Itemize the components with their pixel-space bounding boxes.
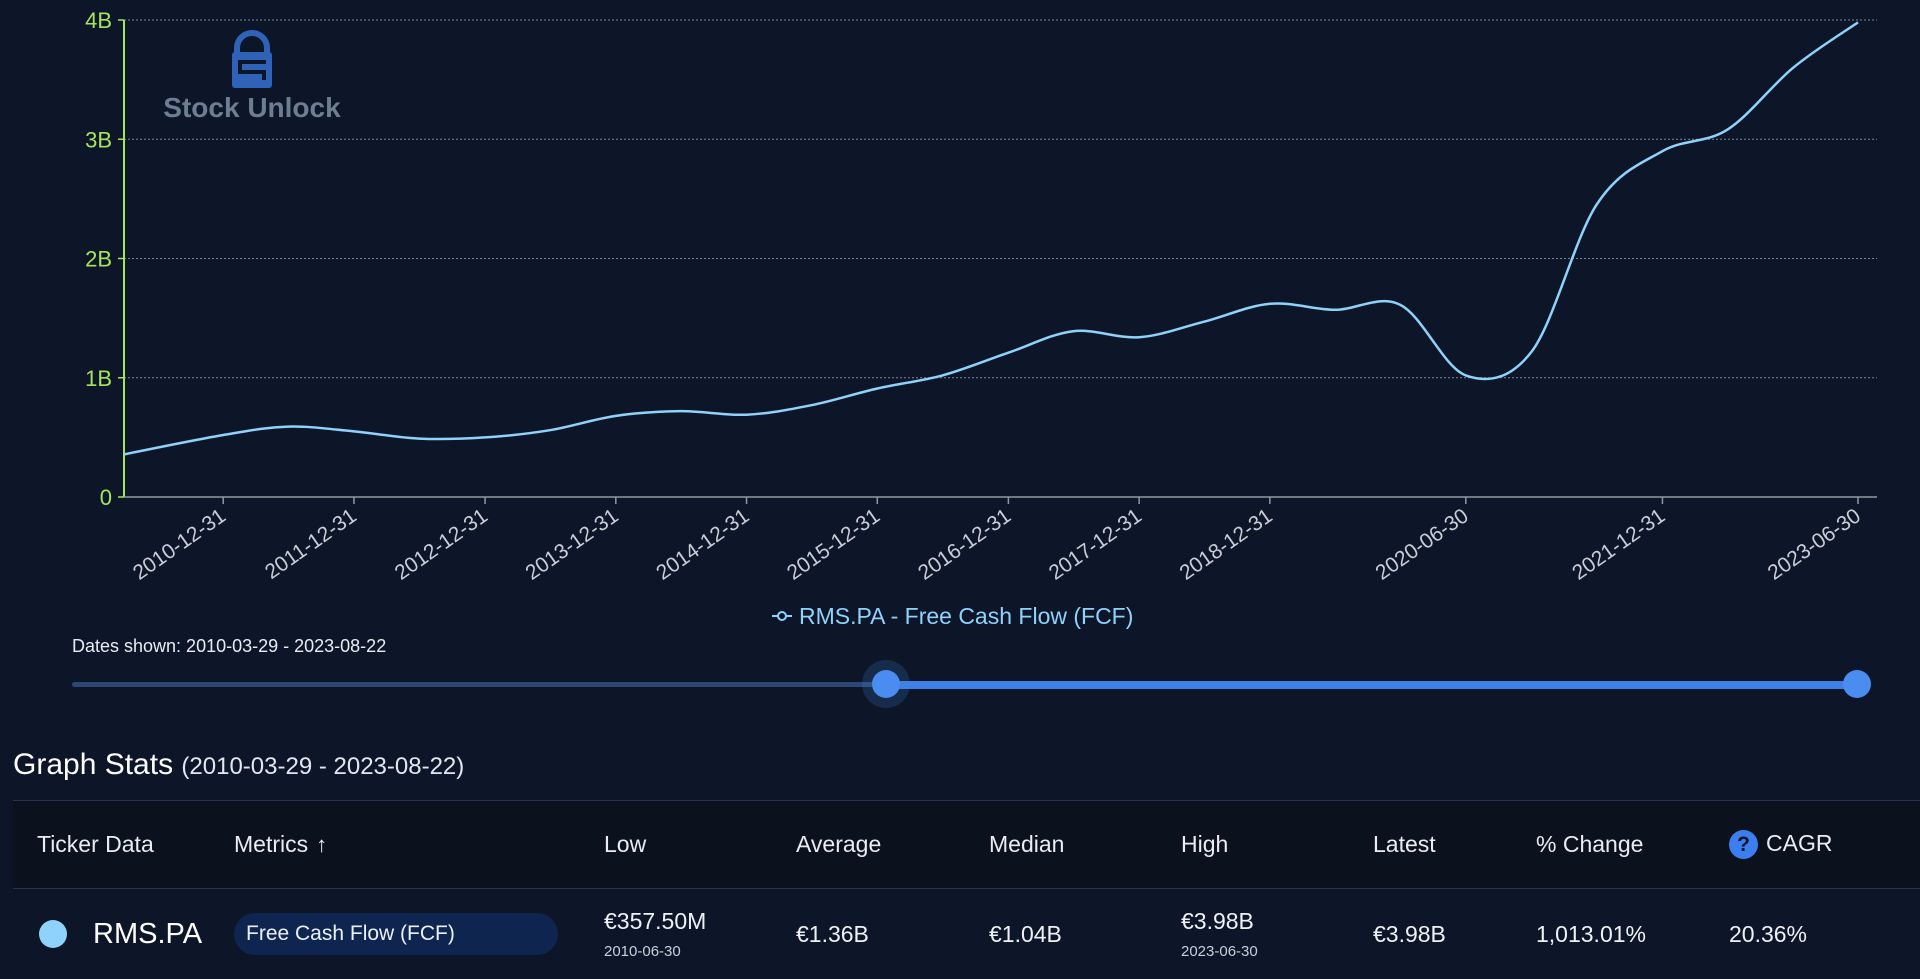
table-header-row: Ticker Data Metrics↑ Low Average Median … <box>13 801 1920 889</box>
header-latest[interactable]: Latest <box>1373 801 1536 889</box>
grid-lines <box>124 20 1877 378</box>
slider-end-handle[interactable] <box>1843 670 1871 698</box>
fcf-line-chart: 0 1B 2B 3B 4B 2010-12-31 2011-12-31 2012-12-31… <box>0 0 1920 640</box>
x-tick-label: 2013-12-31 <box>521 504 622 584</box>
y-tick-label: 3B <box>85 127 112 152</box>
slider-start-handle[interactable] <box>872 670 900 698</box>
graph-stats-range: (2010-03-29 - 2023-08-22) <box>181 753 464 780</box>
header-ticker[interactable]: Ticker Data <box>13 801 234 889</box>
x-tick-label: 2021-12-31 <box>1568 504 1669 584</box>
legend-marker-icon <box>778 612 786 620</box>
low-date: 2010-06-30 <box>604 943 796 960</box>
series-color-dot[interactable] <box>39 920 67 948</box>
x-tick-label: 2012-12-31 <box>391 504 492 584</box>
header-low[interactable]: Low <box>604 801 796 889</box>
y-axis-ticks: 0 1B 2B 3B 4B <box>85 8 124 510</box>
x-tick-label: 2016-12-31 <box>914 504 1015 584</box>
header-median[interactable]: Median <box>989 801 1181 889</box>
high-value: €3.98B <box>1181 908 1254 934</box>
header-change[interactable]: % Change <box>1536 801 1729 889</box>
table-row: RMS.PA Free Cash Flow (FCF) €357.50M 2010… <box>13 889 1920 979</box>
cell-metric: Free Cash Flow (FCF) <box>234 889 604 979</box>
cell-median: €1.04B <box>989 889 1181 979</box>
sort-ascending-arrow-icon[interactable]: ↑ <box>316 832 327 858</box>
series-line-rms-pa <box>124 22 1858 454</box>
legend-label: RMS.PA - Free Cash Flow (FCF) <box>799 603 1133 629</box>
x-tick-label: 2011-12-31 <box>261 504 361 584</box>
header-average[interactable]: Average <box>796 801 989 889</box>
x-tick-label: 2020-06-30 <box>1371 504 1472 584</box>
x-tick-label: 2010-12-31 <box>129 504 230 584</box>
graph-stats-title: Graph Stats (2010-03-29 - 2023-08-22) <box>13 748 464 782</box>
stock-unlock-watermark: Stock Unlock <box>163 33 341 123</box>
lock-logo-icon <box>232 33 272 88</box>
low-value: €357.50M <box>604 908 706 934</box>
header-high[interactable]: High <box>1181 801 1373 889</box>
cell-cagr: 20.36% <box>1729 889 1920 979</box>
ticker-symbol: RMS.PA <box>93 918 202 950</box>
x-tick-label: 2015-12-31 <box>783 504 884 584</box>
cell-average: €1.36B <box>796 889 989 979</box>
dates-shown-label: Dates shown: 2010-03-29 - 2023-08-22 <box>72 636 386 657</box>
y-tick-label: 1B <box>85 366 112 391</box>
x-tick-label: 2014-12-31 <box>652 504 753 584</box>
cell-latest: €3.98B <box>1373 889 1536 979</box>
graph-stats-table: Ticker Data Metrics↑ Low Average Median … <box>13 800 1920 979</box>
slider-selected-range <box>886 681 1862 689</box>
header-metrics[interactable]: Metrics↑ <box>234 801 604 889</box>
x-tick-label: 2023-06-30 <box>1764 504 1865 584</box>
header-cagr[interactable]: ?CAGR <box>1729 801 1920 889</box>
cell-low: €357.50M 2010-06-30 <box>604 889 796 979</box>
cell-high: €3.98B 2023-06-30 <box>1181 889 1373 979</box>
x-tick-label: 2017-12-31 <box>1045 504 1146 584</box>
metric-badge[interactable]: Free Cash Flow (FCF) <box>234 913 558 955</box>
x-axis-ticks: 2010-12-31 2011-12-31 2012-12-31 2013-12-31… <box>129 497 1865 585</box>
watermark-text: Stock Unlock <box>163 92 341 123</box>
cell-change: 1,013.01% <box>1536 889 1729 979</box>
x-tick-label: 2018-12-31 <box>1176 504 1277 584</box>
series-lines <box>124 22 1858 454</box>
y-tick-label: 2B <box>85 247 112 272</box>
y-tick-label: 0 <box>100 485 112 510</box>
chart-legend[interactable]: RMS.PA - Free Cash Flow (FCF) <box>772 603 1133 629</box>
graph-stats-heading: Graph Stats <box>13 748 173 781</box>
high-date: 2023-06-30 <box>1181 943 1373 960</box>
cell-ticker: RMS.PA <box>13 889 234 979</box>
help-question-icon[interactable]: ? <box>1729 830 1758 859</box>
y-tick-label: 4B <box>85 8 112 33</box>
date-range-slider[interactable] <box>72 670 1862 700</box>
